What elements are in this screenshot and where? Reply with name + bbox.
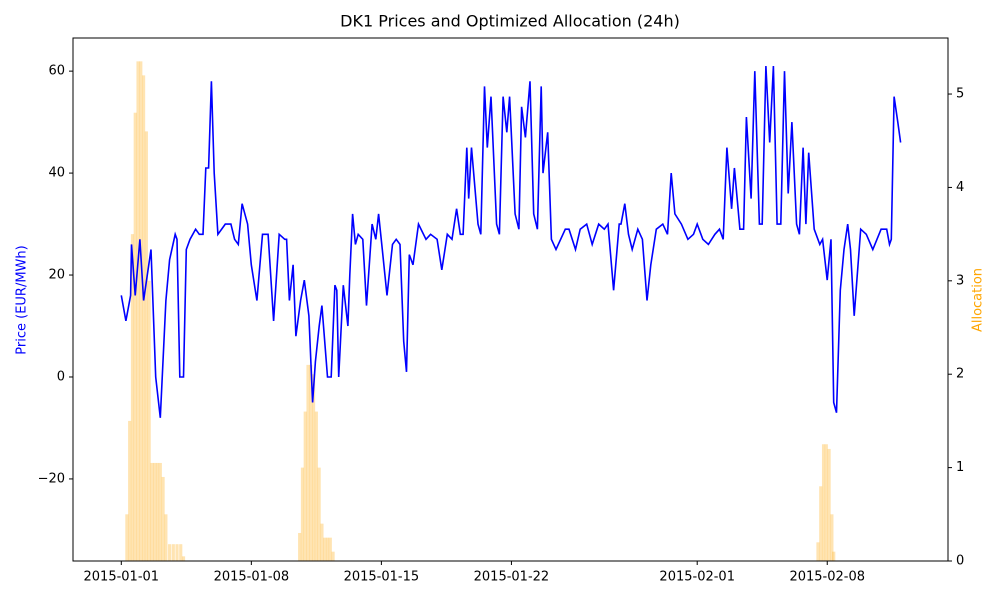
x-tick-label: 2015-01-22 [474,570,550,585]
allocation-bar [175,544,179,561]
allocation-bar [139,61,143,562]
allocation-bar [158,462,162,561]
x-tick-label: 2015-01-08 [214,570,290,585]
allocation-bar [144,131,148,561]
allocation-bar [309,364,313,561]
x-tick-label: 2015-01-15 [344,570,420,585]
y-tick-label: 20 [48,268,65,283]
x-tick-label: 2015-01-01 [84,570,160,585]
y2-tick-label: 4 [956,180,964,195]
plot-frame [72,37,949,562]
allocation-bar [298,532,302,561]
allocation-bar [819,486,823,561]
allocation-bar [816,542,820,561]
allocation-bar [331,551,335,561]
allocation-bar [130,234,135,561]
allocation-bar [171,544,175,561]
y-tick-label: 0 [57,369,65,384]
allocation-bar [181,556,186,561]
allocation-bar [133,112,137,561]
x-tick-label: 2015-02-08 [789,570,865,585]
allocation-bar [325,537,330,561]
allocation-bar [328,537,332,561]
allocation-bar [128,420,132,561]
allocation-bar [150,462,154,561]
allocation-bar [164,514,168,561]
y2-tick-label: 3 [956,273,964,288]
allocation-bar [311,374,316,561]
allocation-bar [136,61,140,562]
y2-axis-label: Allocation [971,268,986,332]
allocation-bar [323,537,327,561]
allocation-bar [821,444,826,561]
price-line [120,65,902,418]
y-tick-label: −20 [38,471,65,486]
allocation-bar [125,514,129,561]
allocation-bar [168,544,172,561]
x-tick-label: 2015-02-01 [659,570,735,585]
y2-tick-label: 2 [956,367,964,382]
y-tick-label: 40 [48,166,65,181]
allocation-bar [300,467,305,561]
allocation-bar [830,514,834,561]
y2-tick-label: 1 [956,460,964,475]
allocation-bar [161,476,165,561]
allocation-bar [153,462,157,561]
y-tick-label: 60 [48,64,65,79]
allocation-bar [314,411,318,561]
allocation-bar [147,280,151,561]
allocation-bar [303,411,307,561]
allocation-bar [320,523,324,561]
allocation-bar [827,448,831,561]
allocation-bar [306,364,310,561]
allocation-bar [317,467,321,561]
allocation-bar [155,462,160,561]
allocation-bar [824,444,828,561]
y-axis-label: Price (EUR/MWh) [15,245,30,354]
chart-title: DK1 Prices and Optimized Allocation (24h… [340,12,680,31]
y2-tick-label: 5 [956,87,964,102]
y2-tick-label: 0 [956,554,964,569]
allocation-bar [142,75,146,561]
allocation-bar [832,551,836,561]
allocation-bar [179,544,183,561]
